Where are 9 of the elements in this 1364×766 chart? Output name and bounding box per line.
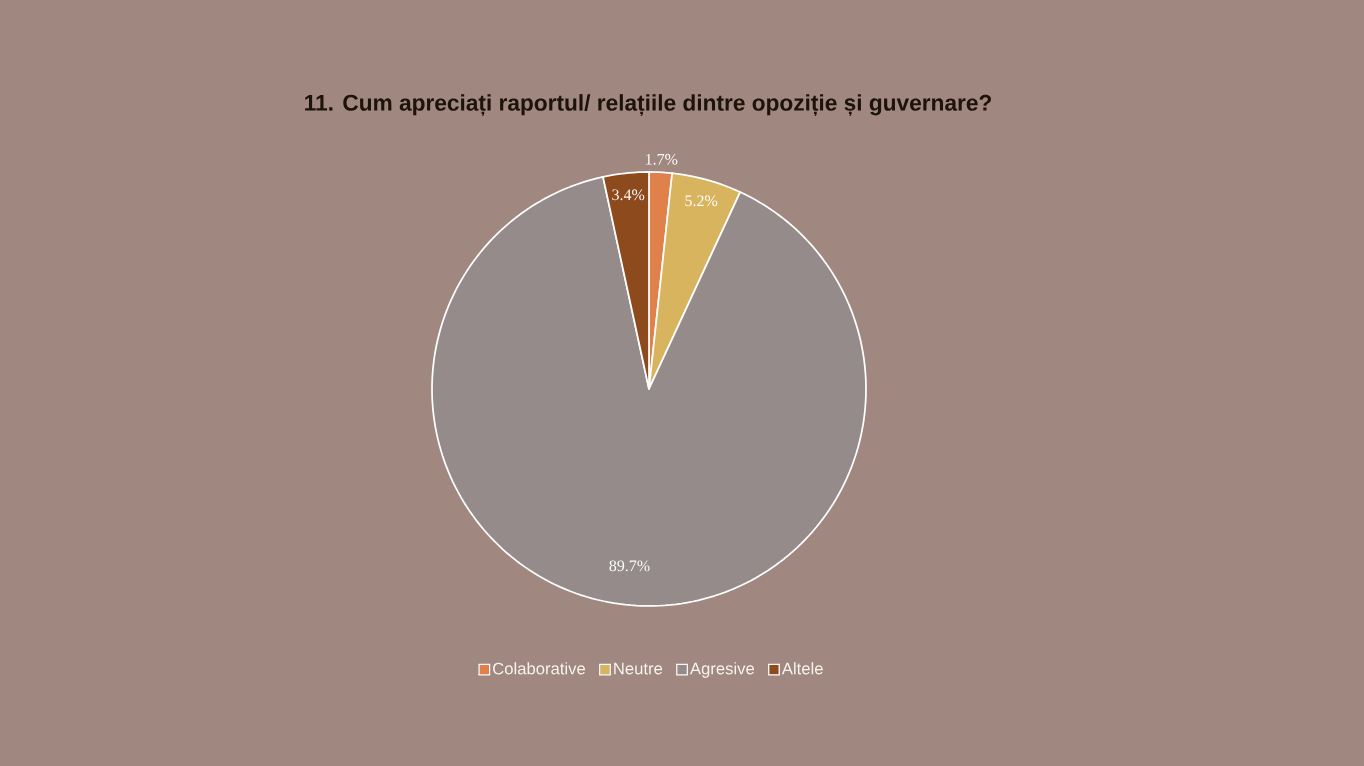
legend-label: Colaborative — [493, 662, 586, 675]
data-label: 89.7% — [609, 560, 650, 572]
legend-label: Altele — [781, 662, 823, 675]
data-label: 5.2% — [685, 195, 718, 207]
chart-title: 11. Cum apreciați raportul/ relațiile dintre opoziție și guvernare? — [305, 94, 991, 116]
data-label: 3.4% — [612, 189, 645, 201]
data-label: 1.7% — [646, 153, 678, 165]
legend-label: Neutre — [614, 662, 663, 675]
legend-label: Agresive — [689, 662, 755, 678]
